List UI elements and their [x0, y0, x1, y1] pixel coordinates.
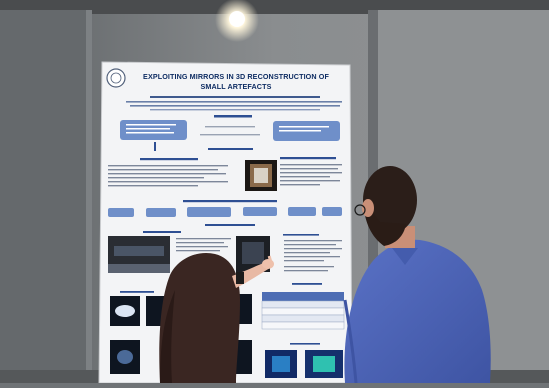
university-logo: [106, 68, 126, 88]
ceiling-lamp: [229, 11, 245, 27]
pipeline-step: [187, 207, 231, 217]
panel-divider-left: [86, 10, 92, 383]
intro-box-left: [120, 120, 187, 140]
pipeline-step: [146, 208, 176, 217]
section-heading: [183, 200, 277, 203]
poster-title-line-1: EXPLOITING MIRRORS IN 3D RECONSTRUCTION …: [143, 72, 329, 81]
subheading: [205, 224, 255, 226]
pipeline-step: [322, 207, 342, 216]
poster: [98, 61, 353, 384]
affiliation-line: [130, 105, 340, 107]
pipeline-step: [243, 207, 277, 216]
section-heading: [143, 231, 181, 233]
reconstruction-image: [236, 294, 252, 324]
woman-visitor: [159, 252, 274, 383]
section-heading: [214, 115, 252, 118]
left-wall-panel: [0, 10, 88, 383]
man-head: [363, 166, 417, 234]
email-line: [150, 109, 320, 111]
poster-title: EXPLOITING MIRRORS IN 3D RECONSTRUCTION …: [130, 72, 342, 91]
section-heading: [280, 157, 336, 160]
author-line: [150, 96, 320, 98]
glasses: [354, 204, 366, 216]
section-heading: [120, 291, 154, 293]
results-table-header: [262, 292, 344, 301]
reconstruction-image: [146, 296, 164, 326]
subheading: [208, 148, 253, 150]
pipeline-step: [108, 208, 134, 217]
pipeline-step: [288, 207, 316, 216]
section-heading: [140, 158, 198, 161]
affiliation-line: [126, 101, 342, 103]
poster-title-line-2: SMALL ARTEFACTS: [200, 81, 272, 91]
table-heading: [292, 283, 322, 285]
reconstruction-image: [236, 340, 252, 374]
man-visitor: [343, 166, 491, 384]
